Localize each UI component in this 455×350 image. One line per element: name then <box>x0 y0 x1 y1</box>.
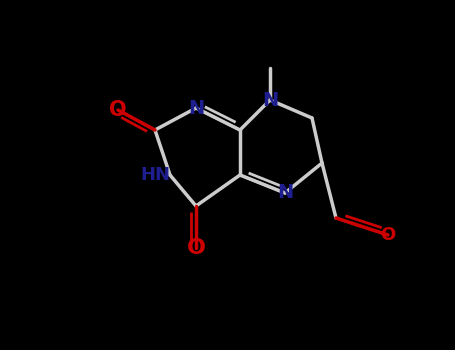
Text: N: N <box>188 98 204 118</box>
Text: N: N <box>262 91 278 110</box>
Text: O: O <box>187 238 206 258</box>
Text: HN: HN <box>140 166 170 184</box>
Text: O: O <box>380 226 396 244</box>
Text: O: O <box>109 100 127 120</box>
Text: N: N <box>277 183 293 203</box>
